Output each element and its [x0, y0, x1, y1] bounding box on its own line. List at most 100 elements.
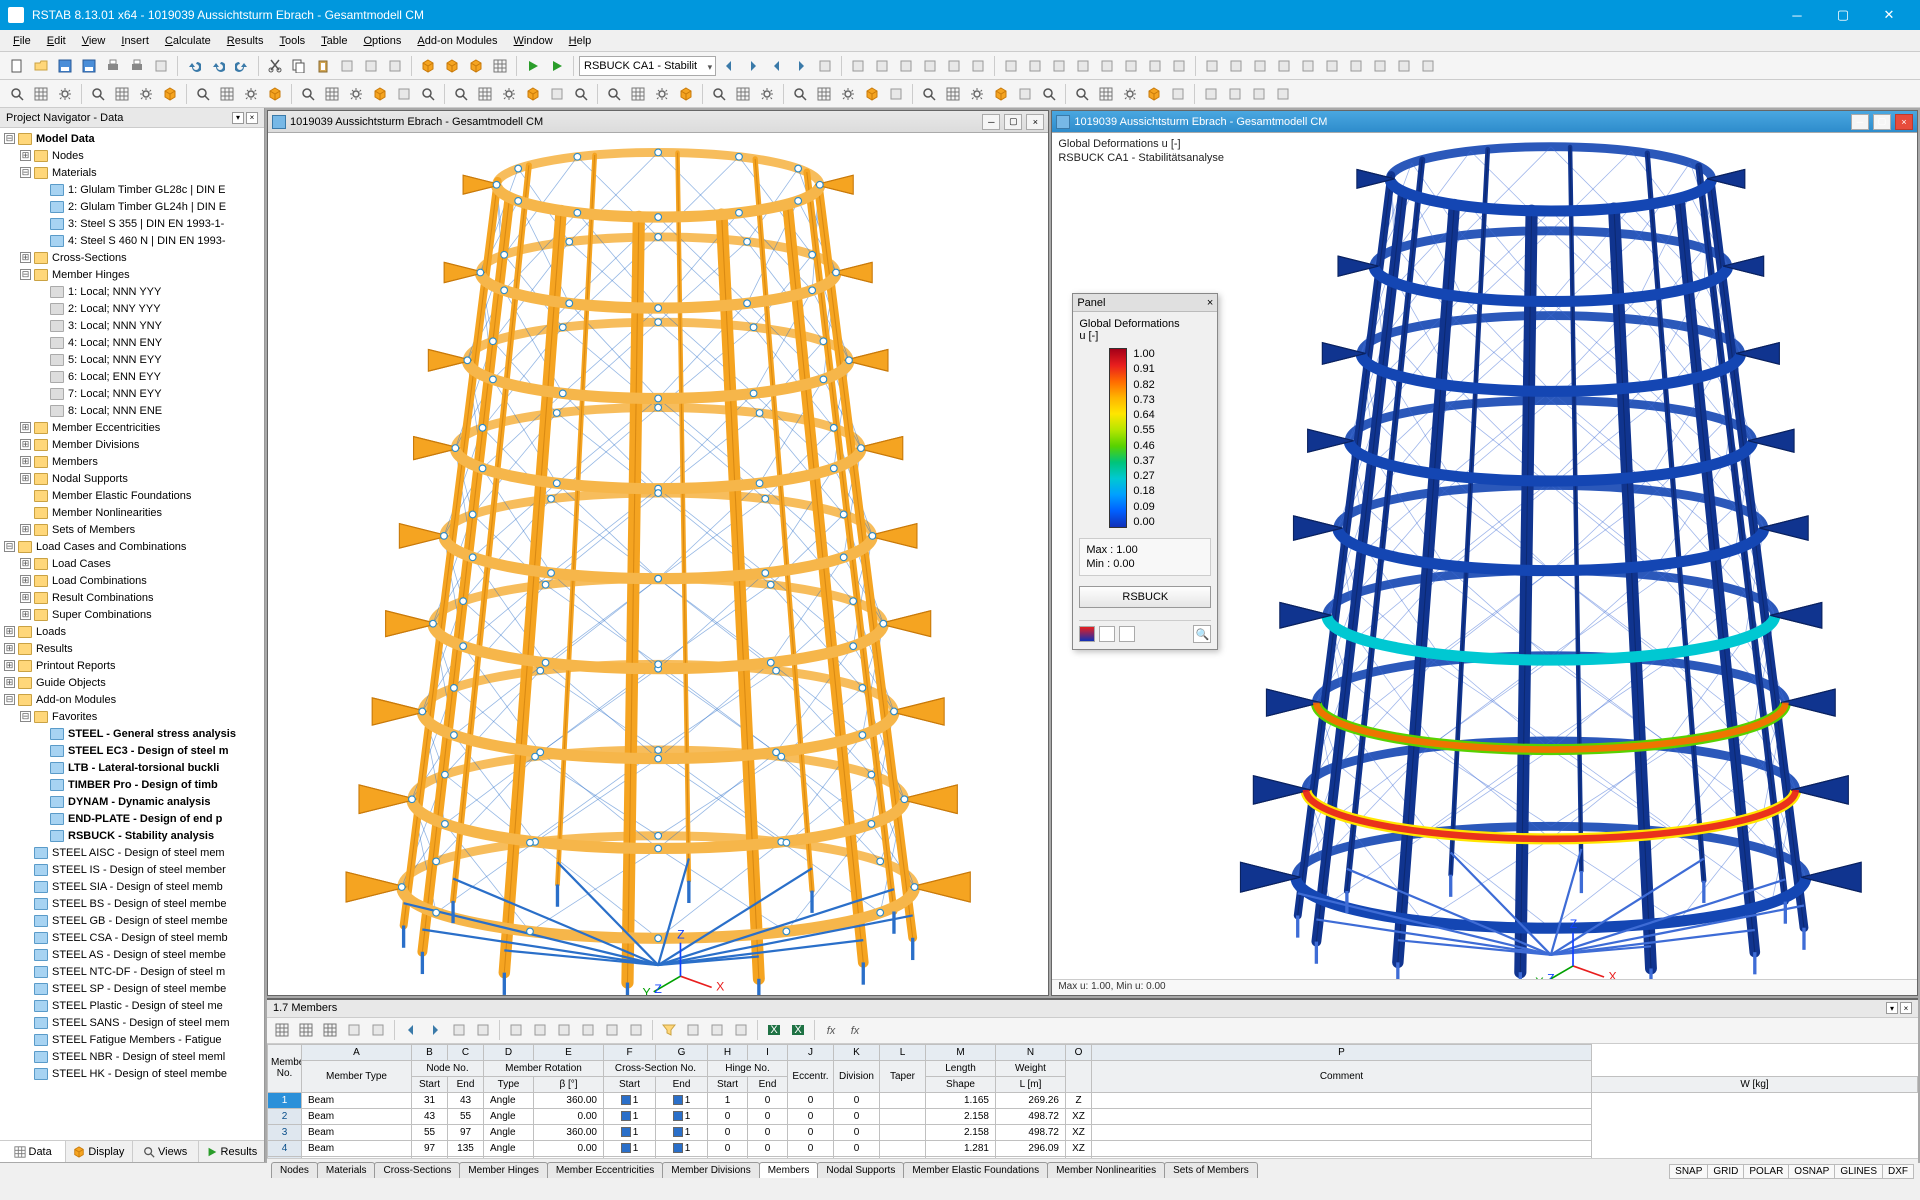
panel-tool-icon[interactable]	[1119, 626, 1135, 642]
generic-button[interactable]	[1024, 55, 1046, 77]
grid-tab-member-nonlinearities[interactable]: Member Nonlinearities	[1047, 1162, 1165, 1178]
grid-button[interactable]	[295, 1019, 317, 1041]
tree-node[interactable]: END-PLATE - Design of end p	[0, 810, 264, 827]
tree-node[interactable]: STEEL SIA - Design of steel memb	[0, 878, 264, 895]
play-button[interactable]	[546, 55, 568, 77]
tree-node[interactable]: STEEL NTC-DF - Design of steel m	[0, 963, 264, 980]
zoom-button[interactable]	[1038, 83, 1060, 105]
fx-button[interactable]: fx	[844, 1019, 866, 1041]
tree-node[interactable]: STEEL IS - Design of steel member	[0, 861, 264, 878]
table-row[interactable]: 3Beam5597Angle360.001100002.158498.72XZ	[268, 1124, 1918, 1140]
cube-button[interactable]	[465, 55, 487, 77]
generic-button[interactable]	[1168, 55, 1190, 77]
zoom-button[interactable]	[603, 83, 625, 105]
tree-node[interactable]: ⊟Model Data	[0, 130, 264, 147]
grid-close-icon[interactable]: ×	[1900, 1002, 1912, 1014]
menu-calculate[interactable]: Calculate	[158, 33, 218, 49]
generic-button[interactable]	[1167, 83, 1189, 105]
view-right-canvas[interactable]: Global Deformations u [-] RSBUCK CA1 - S…	[1052, 133, 1917, 979]
generic-button[interactable]	[336, 55, 358, 77]
tree-node[interactable]: STEEL Plastic - Design of steel me	[0, 997, 264, 1014]
view-left-canvas[interactable]: XYZZ	[268, 133, 1048, 995]
play-button[interactable]	[522, 55, 544, 77]
table-row[interactable]: 4Beam97135Angle0.001100001.281296.09XZ	[268, 1140, 1918, 1156]
zoom-button[interactable]	[6, 83, 28, 105]
grid-tab-nodal-supports[interactable]: Nodal Supports	[817, 1162, 904, 1178]
zoom-button[interactable]	[1071, 83, 1093, 105]
generic-button[interactable]	[1248, 83, 1270, 105]
save-button[interactable]	[54, 55, 76, 77]
generic-button[interactable]	[1273, 55, 1295, 77]
tree-node[interactable]: ⊞Sets of Members	[0, 521, 264, 538]
gear-button[interactable]	[756, 83, 778, 105]
tree-node[interactable]: ⊞Nodes	[0, 147, 264, 164]
tree-node[interactable]: ⊞Cross-Sections	[0, 249, 264, 266]
tree-node[interactable]: ⊞Result Combinations	[0, 589, 264, 606]
left-button[interactable]	[766, 55, 788, 77]
gear-button[interactable]	[498, 83, 520, 105]
generic-button[interactable]	[360, 55, 382, 77]
tree-node[interactable]: 3: Local; NNN YNY	[0, 317, 264, 334]
tree-node[interactable]: ⊞Member Eccentricities	[0, 419, 264, 436]
gear-button[interactable]	[240, 83, 262, 105]
view-close-button[interactable]: ×	[1895, 114, 1913, 130]
tree-node[interactable]: ⊞Results	[0, 640, 264, 657]
cube-button[interactable]	[264, 83, 286, 105]
grid-tab-nodes[interactable]: Nodes	[271, 1162, 318, 1178]
status-snap[interactable]: SNAP	[1669, 1164, 1708, 1179]
tree-node[interactable]: TIMBER Pro - Design of timb	[0, 776, 264, 793]
generic-button[interactable]	[343, 1019, 365, 1041]
menu-options[interactable]: Options	[356, 33, 408, 49]
tree-node[interactable]: 5: Local; NNN EYY	[0, 351, 264, 368]
status-dxf[interactable]: DXF	[1882, 1164, 1914, 1179]
tree-node[interactable]: ⊞Members	[0, 453, 264, 470]
undo-button[interactable]	[183, 55, 205, 77]
tree-node[interactable]: 4: Steel S 460 N | DIN EN 1993-	[0, 232, 264, 249]
cut-button[interactable]	[264, 55, 286, 77]
panel-titlebar[interactable]: Panel ×	[1073, 294, 1217, 312]
generic-button[interactable]	[1096, 55, 1118, 77]
tree-node[interactable]: 4: Local; NNN ENY	[0, 334, 264, 351]
panel-tool-icon[interactable]	[1079, 626, 1095, 642]
gear-button[interactable]	[1119, 83, 1141, 105]
tree-node[interactable]: Member Nonlinearities	[0, 504, 264, 521]
tree-node[interactable]: STEEL NBR - Design of steel meml	[0, 1048, 264, 1065]
view-maximize-button[interactable]: ▢	[1004, 114, 1022, 130]
tree-node[interactable]: ⊟Add-on Modules	[0, 691, 264, 708]
generic-button[interactable]	[1297, 55, 1319, 77]
generic-button[interactable]	[1225, 55, 1247, 77]
grid-tab-materials[interactable]: Materials	[317, 1162, 376, 1178]
cube-button[interactable]	[417, 55, 439, 77]
gear-button[interactable]	[135, 83, 157, 105]
menu-table[interactable]: Table	[314, 33, 354, 49]
generic-button[interactable]	[625, 1019, 647, 1041]
generic-button[interactable]	[472, 1019, 494, 1041]
tree-node[interactable]: STEEL SP - Design of steel membe	[0, 980, 264, 997]
right-button[interactable]	[742, 55, 764, 77]
cube-button[interactable]	[675, 83, 697, 105]
generic-button[interactable]	[1345, 55, 1367, 77]
menu-edit[interactable]: Edit	[40, 33, 73, 49]
tree-node[interactable]: STEEL AS - Design of steel membe	[0, 946, 264, 963]
menu-insert[interactable]: Insert	[114, 33, 156, 49]
generic-button[interactable]	[393, 83, 415, 105]
right-button[interactable]	[424, 1019, 446, 1041]
nav-tab-results[interactable]: Results	[199, 1141, 264, 1162]
grid-table-wrap[interactable]: MemberNo.ABCDEFGHIJKLMNOPMember TypeNode…	[267, 1044, 1918, 1158]
panel-zoom-icon[interactable]: 🔍	[1193, 625, 1211, 643]
generic-button[interactable]	[1200, 83, 1222, 105]
generic-button[interactable]	[1249, 55, 1271, 77]
generic-button[interactable]	[367, 1019, 389, 1041]
gear-button[interactable]	[54, 83, 76, 105]
grid-tab-member-eccentricities[interactable]: Member Eccentricities	[547, 1162, 663, 1178]
grid-tab-member-elastic-foundations[interactable]: Member Elastic Foundations	[903, 1162, 1048, 1178]
gear-button[interactable]	[345, 83, 367, 105]
zoom-button[interactable]	[192, 83, 214, 105]
new-button[interactable]	[6, 55, 28, 77]
cube-button[interactable]	[441, 55, 463, 77]
tree-node[interactable]: ⊞Load Cases	[0, 555, 264, 572]
generic-button[interactable]	[448, 1019, 470, 1041]
generic-button[interactable]	[730, 1019, 752, 1041]
menu-tools[interactable]: Tools	[272, 33, 312, 49]
grid-button[interactable]	[111, 83, 133, 105]
